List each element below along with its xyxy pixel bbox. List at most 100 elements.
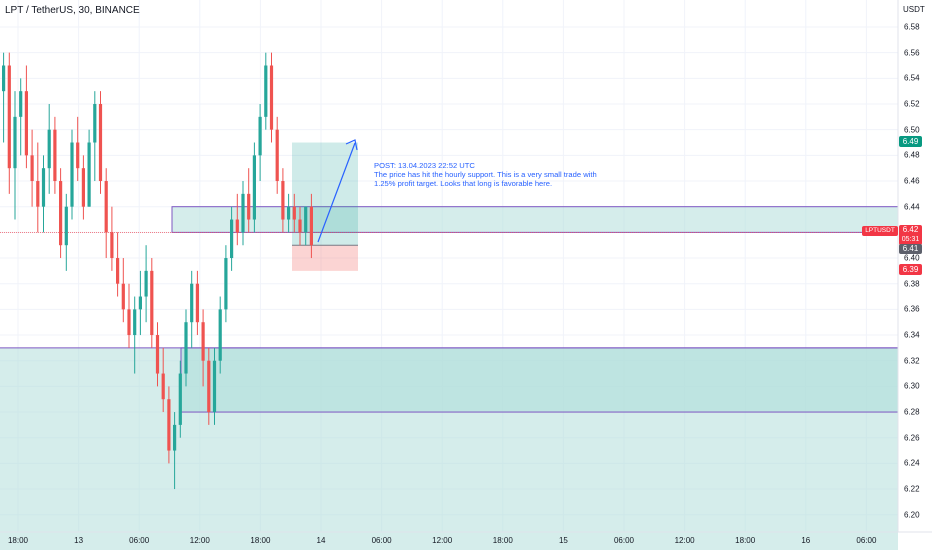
candle-body (184, 322, 188, 374)
candle-body (70, 142, 74, 207)
annotation-text[interactable]: POST: 13.04.2023 22:52 UTC The price has… (374, 161, 602, 188)
candle-up (93, 91, 97, 182)
candles (2, 52, 313, 490)
candle-body (287, 206, 291, 220)
candle-down (201, 309, 205, 387)
x-tick-label: 06:00 (371, 536, 392, 545)
y-tick-label: 6.20 (904, 510, 920, 520)
candle-body (155, 335, 160, 374)
candle-body (309, 206, 313, 246)
candle-up (252, 142, 256, 233)
candle-body (59, 181, 63, 246)
candle-up (144, 245, 148, 323)
current-price-value: 6.42 (902, 225, 919, 234)
candle-body (224, 258, 228, 310)
candle-up (138, 270, 142, 336)
candle-down (235, 193, 239, 246)
trend-arrow[interactable] (317, 139, 358, 243)
candle-down (292, 193, 296, 233)
candle-up (173, 412, 177, 490)
candle-body (116, 258, 120, 284)
y-tick-label: 6.38 (904, 279, 920, 289)
candle-body (98, 104, 103, 182)
y-tick-label: 6.46 (904, 176, 920, 186)
candle-body (53, 129, 57, 182)
target-price-tag: 6.49 (899, 136, 922, 147)
candle-up (258, 104, 262, 182)
candle-body (167, 399, 171, 451)
candle-up (264, 52, 268, 130)
long-position-tool[interactable] (292, 142, 358, 271)
candle-up (13, 91, 17, 220)
candle-body (36, 181, 40, 207)
candle-body (24, 91, 28, 156)
candle-down (76, 116, 80, 182)
x-tick-label: 14 (316, 536, 326, 545)
candle-down (309, 193, 313, 259)
zone-layer (0, 206, 899, 550)
candle-body (87, 142, 91, 207)
candle-down (155, 322, 160, 387)
x-tick-label: 18:00 (250, 536, 271, 545)
x-tick-label: 06:00 (613, 536, 635, 545)
candle-down (104, 168, 108, 259)
candle-body (230, 219, 234, 259)
candle-body (212, 360, 217, 413)
annotation-line-post: POST: 13.04.2023 22:52 UTC (374, 161, 475, 170)
candle-down (275, 116, 279, 194)
y-tick-label: 6.54 (904, 73, 920, 83)
x-tick-label: 12:00 (189, 536, 210, 545)
candle-body (252, 155, 256, 220)
candle-up (70, 129, 74, 220)
candle-up (218, 296, 222, 374)
candle-body (93, 104, 97, 143)
candle-body (190, 283, 194, 323)
candle-down (59, 168, 63, 259)
y-tick-label: 6.56 (904, 48, 920, 58)
candle-up (2, 52, 6, 143)
candle-down (150, 258, 154, 348)
y-tick-label: 6.52 (904, 99, 920, 109)
candle-down (116, 232, 120, 297)
candle-body (218, 309, 222, 361)
candle-body (235, 219, 239, 233)
support-zone (180, 347, 899, 413)
candle-down (298, 206, 302, 246)
candle-down (30, 129, 34, 207)
candle-body (13, 116, 17, 169)
candle-down (53, 116, 57, 194)
y-tick-label: 6.32 (904, 356, 920, 366)
candle-down (269, 52, 274, 143)
candle-body (304, 206, 308, 233)
candle-down (98, 91, 103, 194)
arrow-head (345, 139, 358, 151)
current-price-tag: 6.42 05:31 (899, 225, 922, 245)
symbol-title[interactable]: LPT / TetherUS, 30, BINANCE (5, 5, 140, 16)
candle-body (133, 309, 137, 336)
symbol-price-tag: LPTUSDT (862, 226, 898, 236)
arrow-line (317, 142, 356, 243)
y-tick-label: 6.44 (904, 202, 920, 212)
x-tick-label: 12:00 (432, 536, 453, 545)
candle-up (224, 245, 228, 323)
annotation-line-body: The price has hit the hourly support. Th… (374, 170, 597, 188)
y-tick-label: 6.30 (904, 381, 920, 391)
candle-up (190, 270, 194, 348)
candle-down (207, 347, 211, 425)
currency-label: USDT (903, 5, 925, 14)
candle-up (184, 309, 188, 387)
candle-body (150, 270, 154, 336)
candle-body (298, 219, 302, 233)
candle-down (281, 168, 285, 233)
candle-body (121, 283, 125, 310)
candle-down (161, 347, 165, 413)
candle-body (110, 232, 114, 259)
candle-up (19, 78, 23, 156)
candle-up (241, 181, 245, 246)
candle-body (47, 129, 51, 169)
candle-body (144, 270, 148, 297)
candle-up (41, 155, 46, 233)
candle-body (258, 116, 262, 156)
loss-zone (292, 245, 358, 271)
